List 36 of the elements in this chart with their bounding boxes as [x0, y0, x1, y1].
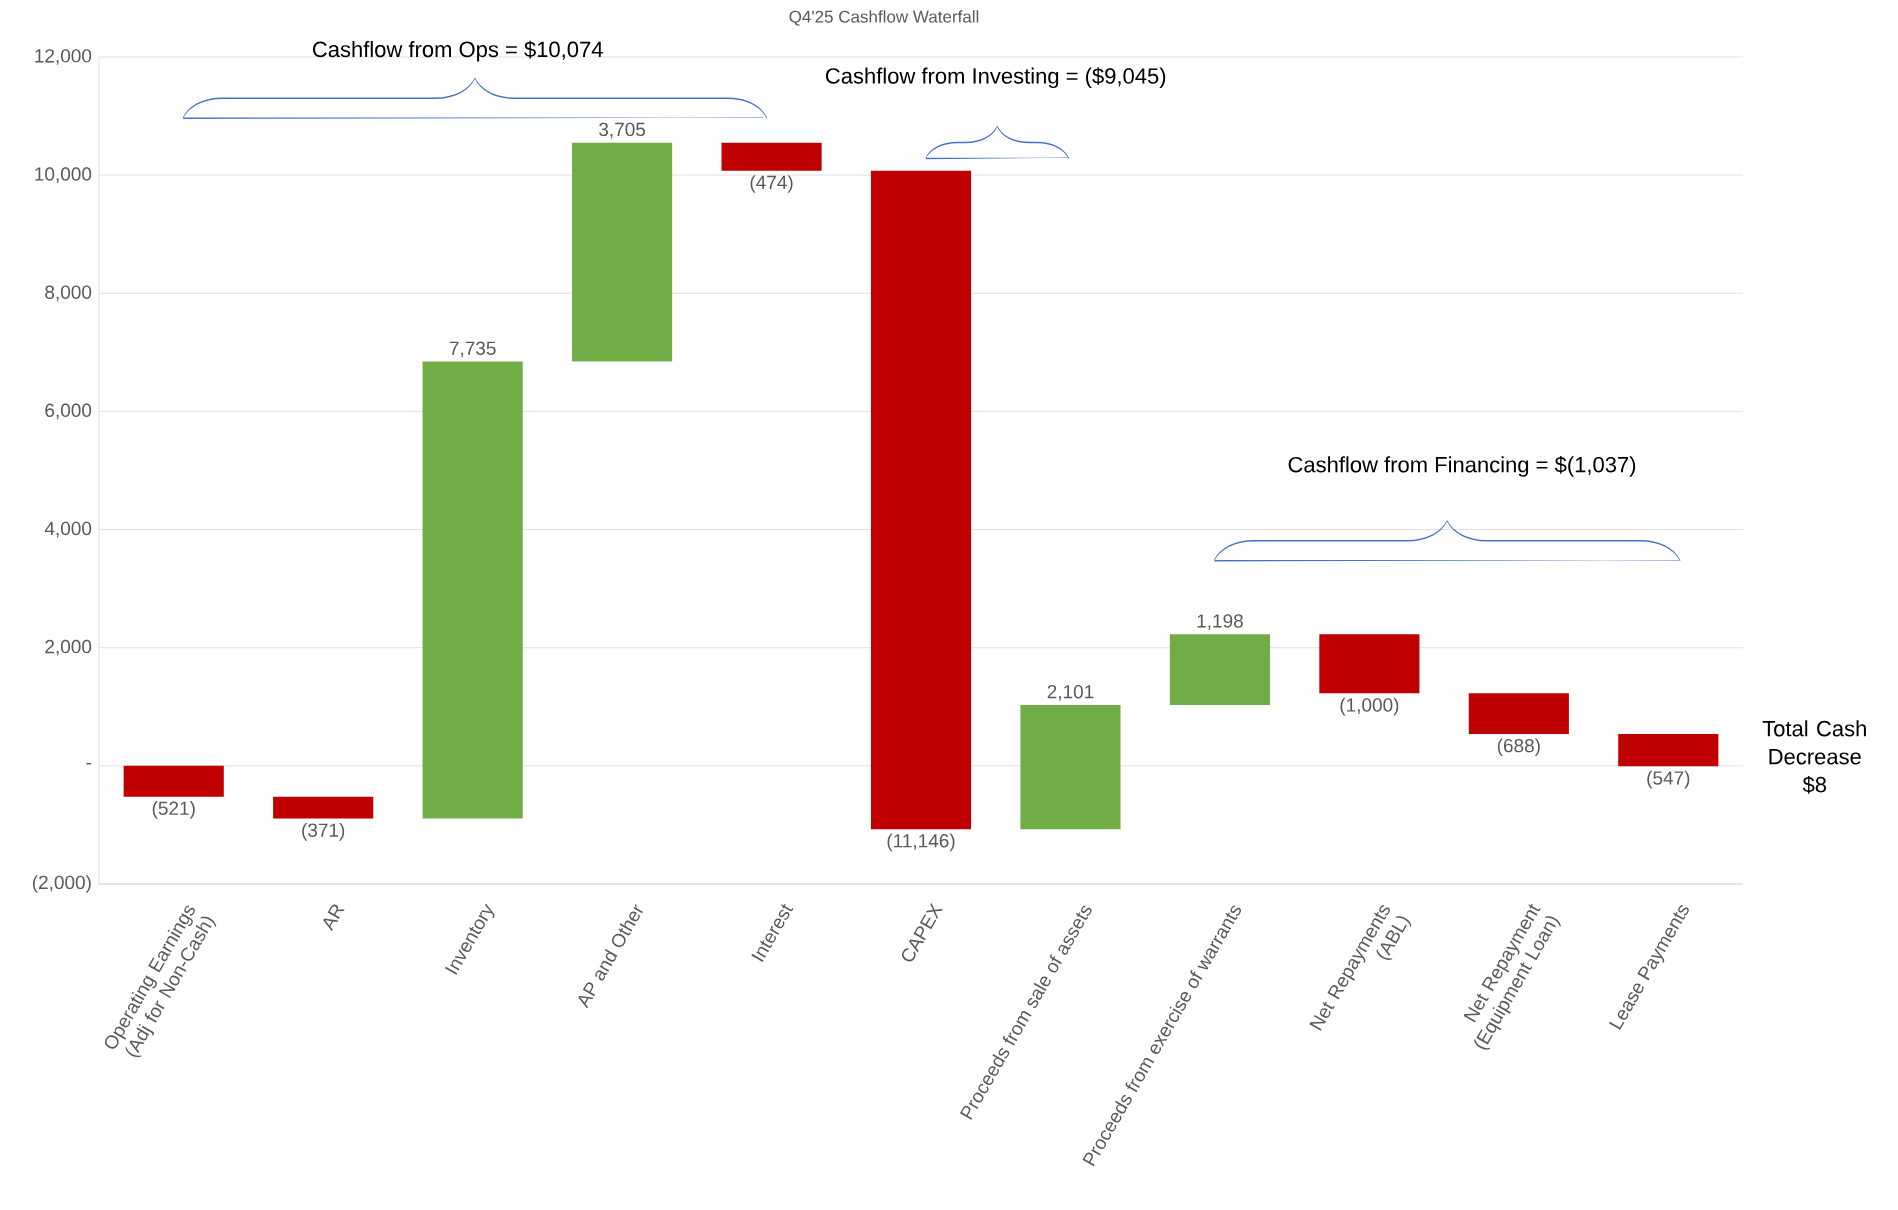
bar	[572, 142, 673, 362]
bar	[1169, 634, 1270, 706]
bar	[870, 170, 972, 830]
data-label: (521)	[152, 801, 195, 819]
bar	[721, 142, 822, 171]
y-tick-label: 2,000	[45, 639, 92, 656]
bar	[1618, 734, 1719, 767]
data-label: 3,705	[599, 122, 646, 139]
y-tick-label: -	[86, 762, 92, 765]
data-label: (1,000)	[1340, 697, 1399, 716]
bar	[1020, 705, 1121, 830]
data-label: 7,735	[449, 341, 496, 358]
chart-title: Q4'25 Cashflow Waterfall	[789, 10, 979, 26]
bar	[1468, 693, 1569, 735]
data-label: 1,198	[1197, 614, 1243, 630]
bar	[1319, 634, 1420, 694]
data-label: (474)	[750, 175, 793, 193]
bar	[422, 361, 523, 819]
data-label: (371)	[302, 822, 345, 841]
text: Total Cash Decrease $8	[1762, 720, 1866, 794]
y-tick-label: 6,000	[45, 403, 92, 420]
data-label: 2,101	[1047, 684, 1094, 701]
x-tick-label: AR	[323, 904, 345, 932]
bar	[273, 796, 374, 819]
y-tick-label: 4,000	[44, 521, 92, 538]
data-label: (688)	[1497, 738, 1540, 757]
annotation: Cashflow from Ops = $10,074	[313, 40, 603, 62]
y-tick-label: 10,000	[35, 167, 92, 183]
annotation: Cashflow from Financing = $(1,037)	[1288, 455, 1636, 477]
y-tick-label: (2,000)	[32, 875, 91, 893]
data-label: (11,146)	[887, 833, 955, 852]
annotation: Cashflow from Investing = ($9,045)	[825, 67, 1166, 89]
data-label: (547)	[1647, 770, 1690, 789]
y-tick-label: 12,000	[35, 49, 92, 65]
bar	[123, 765, 224, 797]
y-tick-label: 8,000	[45, 285, 92, 302]
